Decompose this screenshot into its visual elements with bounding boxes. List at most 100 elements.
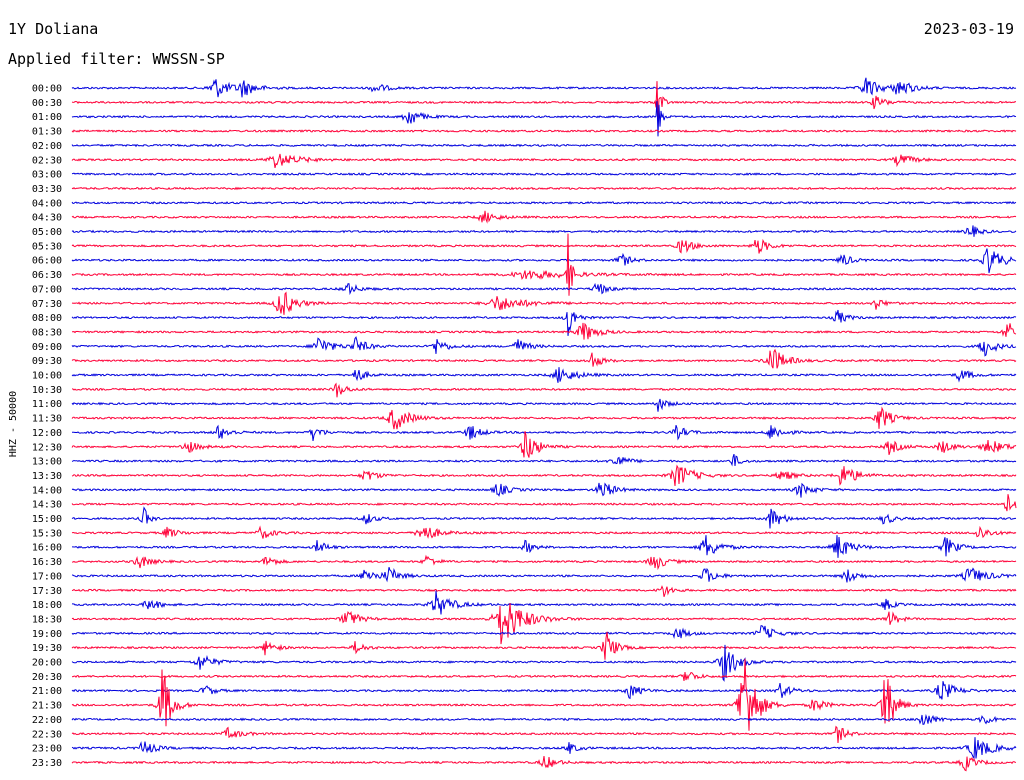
trace-time-label: 16:00 — [32, 543, 62, 554]
seismic-trace — [71, 238, 1017, 254]
seismic-trace — [71, 398, 1017, 412]
trace-time-label: 17:00 — [32, 571, 62, 582]
y-axis-label: HHZ - 50000 — [8, 391, 19, 457]
trace-time-label: 00:00 — [32, 84, 62, 95]
trace-time-label: 02:00 — [32, 141, 62, 152]
trace-time-label: 19:00 — [32, 629, 62, 640]
seismic-trace — [71, 672, 1017, 681]
trace-time-label: 07:00 — [32, 284, 62, 295]
seismic-trace — [71, 681, 1017, 700]
seismic-trace — [71, 309, 1017, 336]
seismic-trace — [71, 585, 1017, 597]
trace-time-label: 17:30 — [32, 586, 62, 597]
trace-time-label: 20:00 — [32, 658, 62, 669]
seismic-trace — [71, 233, 1017, 296]
seismic-trace — [71, 658, 1017, 731]
trace-time-label: 10:30 — [32, 385, 62, 396]
trace-group — [71, 77, 1017, 772]
trace-time-label: 07:30 — [32, 299, 62, 310]
trace-time-label: 18:30 — [32, 614, 62, 625]
trace-time-label: 04:30 — [32, 213, 62, 224]
seismic-trace — [71, 525, 1017, 539]
seismic-trace — [71, 713, 1017, 725]
seismic-trace — [71, 644, 1017, 682]
trace-time-label: 05:00 — [32, 227, 62, 238]
seismic-trace — [71, 631, 1017, 660]
trace-time-label: 12:30 — [32, 442, 62, 453]
trace-time-label: 09:30 — [32, 356, 62, 367]
trace-time-label: 12:00 — [32, 428, 62, 439]
trace-time-label: 20:30 — [32, 672, 62, 683]
trace-time-label: 15:30 — [32, 528, 62, 539]
seismic-trace — [71, 282, 1017, 296]
trace-time-label: 16:30 — [32, 557, 62, 568]
seismic-trace — [71, 348, 1017, 369]
trace-time-label: 15:00 — [32, 514, 62, 525]
seismic-trace — [71, 482, 1017, 498]
trace-time-label: 08:30 — [32, 327, 62, 338]
trace-time-label: 19:30 — [32, 643, 62, 654]
trace-time-label: 13:30 — [32, 471, 62, 482]
trace-time-label: 11:00 — [32, 399, 62, 410]
station-title: 1Y Doliana — [8, 20, 99, 38]
seismic-trace — [71, 172, 1017, 176]
trace-time-label: 11:30 — [32, 414, 62, 425]
seismic-trace — [71, 506, 1017, 529]
seismic-trace — [71, 248, 1017, 274]
date-label: 2023-03-19 — [923, 20, 1014, 38]
seismic-trace — [71, 725, 1017, 744]
trace-time-label: 05:30 — [32, 241, 62, 252]
seismic-trace — [71, 382, 1017, 398]
seismic-trace — [71, 367, 1017, 383]
seismic-trace — [71, 77, 1017, 98]
trace-time-label: 00:30 — [32, 98, 62, 109]
trace-time-label: 10:00 — [32, 371, 62, 382]
trace-time-label: 23:30 — [32, 758, 62, 769]
trace-time-label: 23:00 — [32, 744, 62, 755]
seismic-trace — [71, 81, 1017, 120]
trace-time-label: 18:00 — [32, 600, 62, 611]
seismic-trace — [71, 406, 1017, 430]
trace-time-label: 22:30 — [32, 729, 62, 740]
trace-time-label: 21:00 — [32, 686, 62, 697]
seismic-trace — [71, 225, 1017, 237]
seismic-trace — [71, 186, 1017, 191]
trace-time-label: 03:30 — [32, 184, 62, 195]
seismic-trace — [71, 129, 1017, 133]
seismic-trace — [71, 464, 1017, 487]
seismic-trace — [71, 291, 1017, 315]
seismic-trace — [72, 322, 1017, 340]
trace-time-label: 14:30 — [32, 500, 62, 511]
seismic-trace — [71, 625, 1017, 639]
trace-time-label: 06:00 — [32, 256, 62, 267]
trace-time-label: 22:00 — [32, 715, 62, 726]
trace-time-label: 04:00 — [32, 198, 62, 209]
trace-time-label: 09:00 — [32, 342, 62, 353]
trace-time-label: 13:00 — [32, 457, 62, 468]
seismic-trace — [71, 101, 1017, 137]
trace-time-label: 03:00 — [32, 170, 62, 181]
seismic-trace — [72, 535, 1017, 558]
seismic-trace — [71, 756, 1017, 772]
trace-time-label: 01:00 — [32, 112, 62, 123]
seismic-trace — [71, 210, 1017, 224]
seismic-trace — [72, 424, 1017, 441]
trace-time-label: 01:30 — [32, 127, 62, 138]
seismic-trace — [71, 494, 1017, 512]
seismic-trace — [71, 143, 1017, 148]
seismic-trace — [71, 453, 1017, 467]
seismic-trace — [71, 200, 1017, 205]
seismic-trace — [71, 602, 1017, 645]
seismic-trace — [71, 554, 1017, 571]
seismic-trace — [71, 590, 1017, 615]
seismic-trace — [71, 431, 1017, 458]
seismic-trace — [71, 567, 1017, 583]
filter-label: Applied filter: WWSSN-SP — [8, 50, 225, 68]
trace-time-label: 14:00 — [32, 485, 62, 496]
tick-labels: 00:00 00:30 01:00 01:30 02:00 02:30 03:00 03:30… — [32, 84, 62, 769]
seismic-trace — [71, 336, 1017, 357]
seismic-trace — [71, 153, 1017, 169]
trace-time-label: 02:30 — [32, 155, 62, 166]
trace-time-label: 21:30 — [32, 701, 62, 712]
